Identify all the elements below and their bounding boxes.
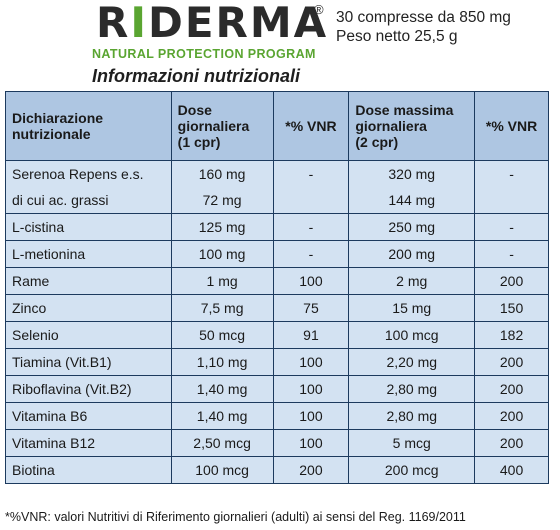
vnr-max: 200 [474, 429, 549, 457]
daily-dose: 50 mcg [170, 321, 274, 349]
nutrient-name: Serenoa Repens e.s. [5, 160, 172, 187]
table-row: L-metionina 100 mg - 200 mg - [5, 240, 549, 268]
nutrient-name: L-metionina [5, 240, 172, 268]
vnr-max: 182 [474, 321, 549, 349]
vnr-daily: - [272, 160, 350, 187]
nutrient-name: Vitamina B12 [5, 429, 172, 457]
nutrient-name: Vitamina B6 [5, 402, 172, 430]
nutrient-name: Zinco [5, 294, 172, 322]
table-row: Riboflavina (Vit.B2) 1,40 mg 100 2,80 mg… [5, 375, 549, 403]
table-row: Rame 1 mg 100 2 mg 200 [5, 267, 549, 295]
daily-dose: 72 mg [170, 187, 274, 214]
max-dose: 2,80 mg [348, 402, 476, 430]
vnr-daily: 100 [272, 375, 350, 403]
nutrient-name: Selenio [5, 321, 172, 349]
vnr-max: 150 [474, 294, 549, 322]
header-vnr-1: *% VNR [272, 91, 350, 161]
daily-dose: 7,5 mg [170, 294, 274, 322]
table-row: L-cistina 125 mg - 250 mg - [5, 213, 549, 241]
logo-letters-derma: DERMA [147, 0, 329, 47]
nutrient-name: Biotina [5, 456, 172, 484]
package-info: 30 compresse da 850 mg Peso netto 25,5 g [336, 8, 511, 46]
table-row: Biotina 100 mcg 200 200 mcg 400 [5, 456, 549, 484]
daily-dose: 1,40 mg [170, 375, 274, 403]
max-dose: 15 mg [348, 294, 476, 322]
nutrition-table: Dichiarazione nutrizionale Dose giornalie… [5, 91, 549, 484]
vnr-max: 200 [474, 402, 549, 430]
vnr-max: - [474, 240, 549, 268]
table-row: Vitamina B12 2,50 mcg 100 5 mcg 200 [5, 429, 549, 457]
table-row: Vitamina B6 1,40 mg 100 2,80 mg 200 [5, 402, 549, 430]
vnr-daily: 100 [272, 348, 350, 376]
vnr-max: 200 [474, 375, 549, 403]
vnr-max: 200 [474, 348, 549, 376]
max-dose: 100 mcg [348, 321, 476, 349]
table-row: Serenoa Repens e.s. 160 mg - 320 mg - [5, 160, 549, 187]
vnr-daily: - [272, 240, 350, 268]
daily-dose: 1,40 mg [170, 402, 274, 430]
vnr-max: 400 [474, 456, 549, 484]
daily-dose: 100 mcg [170, 456, 274, 484]
max-dose: 200 mg [348, 240, 476, 268]
header-nutrient: Dichiarazione nutrizionale [5, 91, 172, 161]
daily-dose: 160 mg [170, 160, 274, 187]
nutrient-name: Tiamina (Vit.B1) [5, 348, 172, 376]
max-dose: 250 mg [348, 213, 476, 241]
vnr-max [474, 187, 549, 214]
table-row: Zinco 7,5 mg 75 15 mg 150 [5, 294, 549, 322]
vnr-daily: 75 [272, 294, 350, 322]
daily-dose: 100 mg [170, 240, 274, 268]
vnr-footnote: *%VNR: valori Nutritivi di Riferimento g… [5, 510, 466, 524]
vnr-daily: 91 [272, 321, 350, 349]
vnr-daily: - [272, 213, 350, 241]
package-weight: Peso netto 25,5 g [336, 28, 458, 45]
table-row: Selenio 50 mcg 91 100 mcg 182 [5, 321, 549, 349]
section-title: Informazioni nutrizionali [92, 66, 300, 86]
vnr-max: - [474, 213, 549, 241]
table-row: Tiamina (Vit.B1) 1,10 mg 100 2,20 mg 200 [5, 348, 549, 376]
vnr-daily: 100 [272, 267, 350, 295]
max-dose: 200 mcg [348, 456, 476, 484]
max-dose: 2,20 mg [348, 348, 476, 376]
nutrient-name: Riboflavina (Vit.B2) [5, 375, 172, 403]
logo-letter-r: R [96, 0, 131, 47]
brand-logo: RIDERMA [96, 0, 328, 46]
table-row: di cui ac. grassi 72 mg 144 mg [5, 187, 549, 214]
vnr-daily: 100 [272, 402, 350, 430]
max-dose: 2 mg [348, 267, 476, 295]
nutrient-name: di cui ac. grassi [5, 187, 172, 214]
vnr-daily: 200 [272, 456, 350, 484]
logo-letter-i: I [130, 0, 148, 47]
vnr-max: 200 [474, 267, 549, 295]
registered-mark: ® [314, 2, 324, 17]
vnr-daily [272, 187, 350, 214]
vnr-max: - [474, 160, 549, 187]
table-header-row: Dichiarazione nutrizionale Dose giornalie… [5, 91, 549, 161]
daily-dose: 1,10 mg [170, 348, 274, 376]
brand-tagline: NATURAL PROTECTION PROGRAM [92, 47, 316, 61]
max-dose: 5 mcg [348, 429, 476, 457]
header-daily-dose: Dose giornaliera (1 cpr) [170, 91, 274, 161]
nutrient-name: L-cistina [5, 213, 172, 241]
package-count: 30 compresse da 850 mg [336, 9, 511, 26]
header-max-dose: Dose massima giornaliera (2 cpr) [348, 91, 476, 161]
nutrient-name: Rame [5, 267, 172, 295]
daily-dose: 2,50 mcg [170, 429, 274, 457]
max-dose: 2,80 mg [348, 375, 476, 403]
vnr-daily: 100 [272, 429, 350, 457]
daily-dose: 1 mg [170, 267, 274, 295]
daily-dose: 125 mg [170, 213, 274, 241]
max-dose: 320 mg [348, 160, 476, 187]
header-vnr-2: *% VNR [474, 91, 549, 161]
label-header: RIDERMA ® NATURAL PROTECTION PROGRAM 30 … [0, 0, 560, 90]
max-dose: 144 mg [348, 187, 476, 214]
